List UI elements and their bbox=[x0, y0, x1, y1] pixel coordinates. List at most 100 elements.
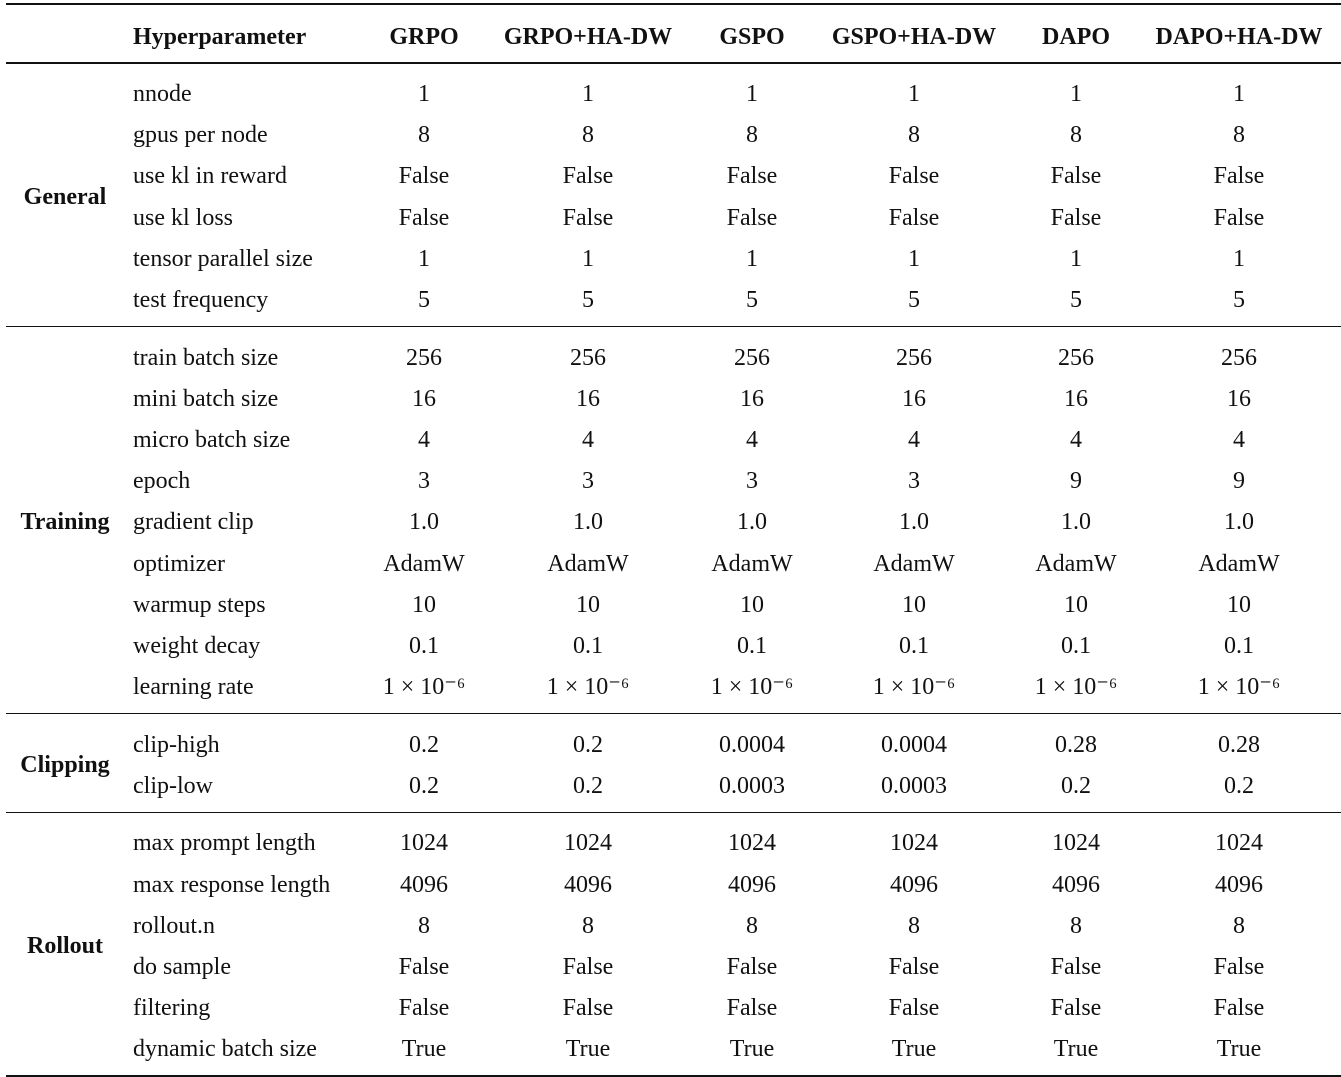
cell-value: 1 bbox=[746, 81, 758, 107]
table-rule bbox=[6, 3, 1341, 5]
cell-value: 8 bbox=[418, 122, 430, 149]
cell-value: 16 bbox=[1064, 385, 1088, 412]
cell-value: 4 bbox=[746, 426, 758, 453]
cell-value: 0.0004 bbox=[719, 731, 785, 758]
cell-value: AdamW bbox=[547, 550, 629, 577]
cell-value: 1.0 bbox=[573, 509, 603, 536]
cell-value: False bbox=[888, 953, 940, 980]
group-label: Rollout bbox=[26, 933, 104, 960]
cell-value: 0.2 bbox=[409, 772, 439, 799]
param-name: micro batch size bbox=[133, 426, 291, 453]
cell-value: 4 bbox=[1070, 426, 1082, 453]
column-header: DAPO+HA-DW bbox=[1155, 24, 1323, 50]
cell-value: False bbox=[1050, 953, 1102, 980]
cell-value: 256 bbox=[1221, 344, 1257, 371]
cell-value: 8 bbox=[746, 912, 758, 939]
cell-value: 1.0 bbox=[1061, 509, 1091, 536]
cell-value: False bbox=[562, 995, 614, 1022]
param-name: learning rate bbox=[133, 674, 254, 701]
cell-value: 5 bbox=[746, 287, 758, 313]
cell-value: 1 bbox=[1070, 245, 1082, 272]
param-name: use kl loss bbox=[133, 204, 234, 231]
cell-value: 0.0004 bbox=[881, 731, 947, 758]
cell-value: 1.0 bbox=[409, 509, 439, 536]
cell-value: 1024 bbox=[890, 830, 938, 857]
cell-value: 1 × 10⁻⁶ bbox=[872, 674, 956, 701]
cell-value: 256 bbox=[734, 344, 770, 371]
cell-value: False bbox=[1050, 163, 1102, 190]
cell-value: 0.1 bbox=[1061, 632, 1091, 659]
param-name: train batch size bbox=[133, 344, 279, 371]
cell-value: 9 bbox=[1070, 468, 1082, 495]
param-name: tensor parallel size bbox=[133, 245, 313, 272]
param-name: do sample bbox=[133, 953, 231, 980]
cell-value: 0.2 bbox=[573, 731, 603, 758]
cell-value: 8 bbox=[582, 912, 594, 939]
cell-value: 4096 bbox=[400, 871, 448, 898]
cell-value: False bbox=[1213, 953, 1265, 980]
param-name: dynamic batch size bbox=[133, 1036, 317, 1063]
group-label: General bbox=[23, 184, 107, 210]
cell-value: 4 bbox=[418, 426, 430, 453]
cell-value: 1 bbox=[908, 245, 920, 272]
cell-value: 0.1 bbox=[573, 632, 603, 659]
cell-value: 1 bbox=[418, 245, 430, 272]
cell-value: False bbox=[1213, 995, 1265, 1022]
cell-value: False bbox=[398, 163, 450, 190]
column-header: GSPO bbox=[719, 24, 785, 50]
cell-value: 4096 bbox=[728, 871, 776, 898]
cell-value: 0.2 bbox=[409, 731, 439, 758]
table-rule bbox=[6, 1075, 1341, 1077]
cell-value: 0.0003 bbox=[881, 772, 947, 799]
cell-value: False bbox=[726, 995, 778, 1022]
param-name: gradient clip bbox=[133, 509, 254, 536]
cell-value: 0.0003 bbox=[719, 772, 785, 799]
param-name: clip-high bbox=[133, 731, 220, 758]
cell-value: 1 bbox=[418, 81, 430, 107]
cell-value: 8 bbox=[582, 122, 594, 149]
cell-value: False bbox=[1050, 204, 1102, 231]
cell-value: False bbox=[398, 995, 450, 1022]
cell-value: 1.0 bbox=[1224, 509, 1254, 536]
cell-value: 0.2 bbox=[573, 772, 603, 799]
cell-value: False bbox=[1050, 995, 1102, 1022]
cell-value: 4096 bbox=[890, 871, 938, 898]
cell-value: 0.28 bbox=[1055, 731, 1097, 758]
cell-value: 1 bbox=[746, 245, 758, 272]
param-name: rollout.n bbox=[133, 912, 215, 939]
param-name: use kl in reward bbox=[133, 163, 287, 190]
cell-value: False bbox=[398, 953, 450, 980]
cell-value: True bbox=[891, 1036, 937, 1063]
cell-value: 1 bbox=[582, 245, 594, 272]
cell-value: 1024 bbox=[1215, 830, 1263, 857]
cell-value: 1024 bbox=[1052, 830, 1100, 857]
cell-value: 8 bbox=[746, 122, 758, 149]
table-rule bbox=[6, 713, 1341, 715]
cell-value: False bbox=[888, 163, 940, 190]
cell-value: 3 bbox=[418, 468, 430, 495]
column-header: GSPO+HA-DW bbox=[831, 24, 997, 50]
cell-value: 256 bbox=[1058, 344, 1094, 371]
table-rule bbox=[6, 62, 1341, 64]
cell-value: 1 × 10⁻⁶ bbox=[1197, 674, 1281, 701]
cell-value: 9 bbox=[1233, 468, 1245, 495]
cell-value: 8 bbox=[1233, 912, 1245, 939]
param-name: max prompt length bbox=[133, 830, 316, 857]
cell-value: 5 bbox=[1233, 287, 1245, 313]
cell-value: AdamW bbox=[383, 550, 465, 577]
cell-value: 1024 bbox=[564, 830, 612, 857]
cell-value: AdamW bbox=[873, 550, 955, 577]
cell-value: 256 bbox=[896, 344, 932, 371]
table-rule bbox=[6, 325, 1341, 328]
cell-value: False bbox=[562, 163, 614, 190]
cell-value: 1 bbox=[1070, 81, 1082, 107]
cell-value: 5 bbox=[582, 287, 594, 313]
param-name: clip-low bbox=[133, 772, 213, 799]
column-header: GRPO+HA-DW bbox=[503, 24, 673, 50]
cell-value: 3 bbox=[746, 468, 758, 495]
cell-value: 1 × 10⁻⁶ bbox=[710, 674, 794, 701]
cell-value: AdamW bbox=[711, 550, 793, 577]
cell-value: 0.1 bbox=[899, 632, 929, 659]
cell-value: 1 × 10⁻⁶ bbox=[1034, 674, 1118, 701]
